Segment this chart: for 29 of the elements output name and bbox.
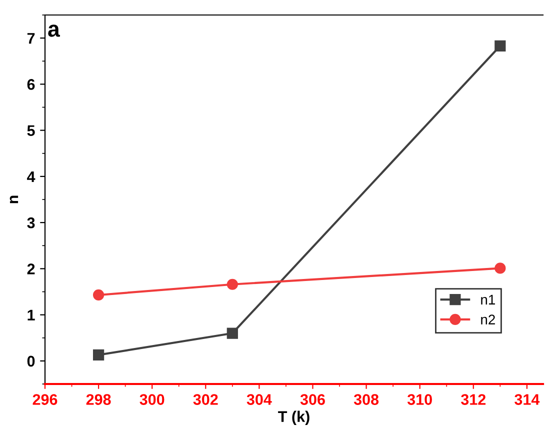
- y-tick-label: 1: [28, 310, 35, 320]
- y-tick-label: 3: [27, 217, 35, 228]
- point: [226, 328, 238, 339]
- x-tick-label: 314: [514, 394, 540, 405]
- x-tick-label: 298: [86, 394, 111, 405]
- y-tick-label: 2: [27, 264, 35, 274]
- x-tick-label: 310: [407, 394, 432, 405]
- point: [226, 278, 238, 290]
- annotation: a: [48, 24, 60, 37]
- y-tick-label: 6: [27, 79, 35, 90]
- y-tick-label: 4: [27, 171, 36, 182]
- x-tick-label: 302: [193, 394, 218, 405]
- legend-label: n2: [481, 314, 495, 324]
- x-tick-label: 312: [460, 394, 486, 405]
- x-tick-label: 296: [32, 394, 58, 405]
- y-tick-label: 0: [27, 356, 35, 367]
- y-tick-label: 7: [27, 33, 35, 44]
- x-tick-label: 300: [140, 394, 164, 405]
- legend-label: n1: [481, 294, 495, 304]
- point: [494, 262, 506, 274]
- y-axis-title: n: [10, 196, 18, 204]
- point: [494, 40, 506, 52]
- y-tick-label: 5: [27, 125, 35, 136]
- x-tick-label: 306: [300, 394, 325, 405]
- point: [92, 289, 104, 301]
- point: [92, 349, 104, 360]
- x-tick-label: 304: [246, 394, 272, 405]
- x-axis-title: T (k): [278, 410, 310, 425]
- x-tick-label: 308: [354, 394, 379, 405]
